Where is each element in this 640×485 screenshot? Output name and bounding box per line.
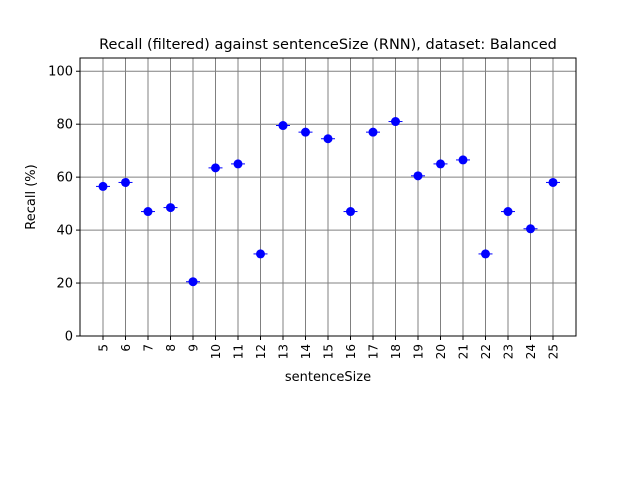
y-tick-label: 60 [56,171,73,186]
data-point [526,224,535,234]
x-tick-label: 15 [322,344,336,359]
y-tick-label: 20 [56,277,73,292]
data-point [98,181,108,191]
data-point [503,207,513,217]
data-point [413,171,423,181]
x-tick-label: 23 [502,344,516,359]
x-axis-label: sentenceSize [285,370,371,385]
data-point [368,127,378,137]
data-point [548,177,558,187]
data-point [143,207,153,217]
data-point [121,177,130,187]
data-point [233,159,243,169]
x-tick-label: 13 [277,344,291,359]
x-tick-label: 6 [119,344,133,352]
y-tick-label: 80 [56,118,73,133]
data-point [391,117,400,127]
data-point [346,207,355,217]
x-tick-label: 12 [254,344,268,359]
x-tick-label: 7 [142,344,156,352]
x-tick-label: 11 [232,344,246,359]
y-tick-label: 100 [48,65,73,80]
data-point [188,277,198,287]
x-tick-label: 25 [547,344,561,359]
data-point [323,134,333,144]
data-point [301,127,310,137]
y-tick-label: 0 [65,330,73,345]
x-tick-label: 19 [412,344,426,359]
data-point [436,159,445,169]
data-point [458,155,468,165]
x-tick-label: 20 [434,344,448,359]
x-tick-label: 8 [164,344,178,352]
x-tick-label: 5 [97,344,111,352]
data-point [166,203,175,213]
x-tick-label: 22 [479,344,493,359]
data-point [481,249,490,259]
x-tick-label: 17 [367,344,381,359]
x-tick-label: 14 [299,344,313,359]
data-point [256,249,265,259]
x-tick-label: 9 [187,344,201,352]
data-point [278,121,288,131]
chart-title: Recall (filtered) against sentenceSize (… [99,37,557,53]
x-tick-label: 24 [524,344,538,359]
y-tick-label: 40 [56,224,73,239]
x-tick-label: 10 [209,344,223,359]
data-point [211,163,220,173]
x-tick-label: 18 [389,344,403,359]
y-axis-label: Recall (%) [24,164,39,229]
x-tick-label: 16 [344,344,358,359]
x-tick-label: 21 [457,344,471,359]
